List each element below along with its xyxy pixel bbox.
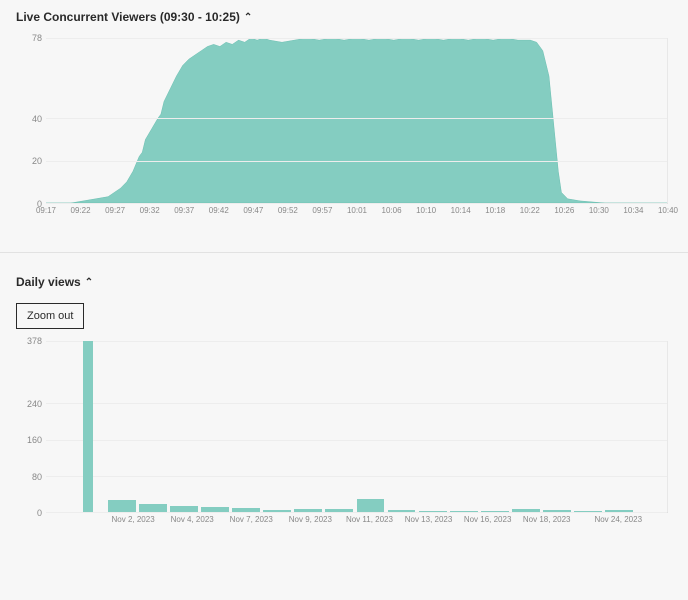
chart2-x-tick: Nov 2, 2023 (112, 515, 155, 524)
chart2-bar (232, 508, 260, 512)
chart1-x-tick: 10:14 (451, 206, 471, 215)
chart1-x-tick: 09:27 (105, 206, 125, 215)
zoom-out-button[interactable]: Zoom out (16, 303, 84, 329)
chart2-x-tick: Nov 16, 2023 (464, 515, 512, 524)
chart2-y-tick: 80 (32, 472, 42, 482)
chart2-x-tick: Nov 18, 2023 (523, 515, 571, 524)
chart2-bar (543, 510, 571, 512)
chart1-y-tick: 78 (32, 33, 42, 43)
live-viewers-title: Live Concurrent Viewers (09:30 - 10:25) (16, 10, 240, 24)
chart1-x-tick: 09:17 (36, 206, 56, 215)
chart1-x-tick: 10:18 (485, 206, 505, 215)
chart1-x-tick: 09:52 (278, 206, 298, 215)
chart1-x-tick: 10:22 (520, 206, 540, 215)
chart2-bar (108, 500, 136, 512)
chart1-gridline (46, 161, 667, 162)
daily-views-title-row[interactable]: Daily views ⌃ (16, 275, 672, 289)
chart1-x-tick: 10:06 (382, 206, 402, 215)
chart2-bar (139, 504, 167, 512)
chart2-gridline (46, 440, 667, 441)
chart2-gridline (46, 512, 667, 513)
daily-views-panel: Daily views ⌃ Zoom out 0 80 160 240 378 Nov … (0, 253, 688, 539)
chart1-y-tick: 40 (32, 114, 42, 124)
chart2-gridline (46, 341, 667, 342)
chart2-bar (263, 510, 291, 512)
chart1-x-tick: 09:47 (243, 206, 263, 215)
chart1-gridline (46, 203, 667, 204)
chart1-x-tick: 10:30 (589, 206, 609, 215)
chart1-x-tick: 10:01 (347, 206, 367, 215)
chart2-y-tick: 160 (27, 435, 42, 445)
chart2-bar (294, 509, 322, 512)
chart2-x-tick: Nov 9, 2023 (289, 515, 332, 524)
live-viewers-chart: 0204078 09:1709:2209:2709:3209:3709:4209… (16, 38, 672, 218)
chart1-x-tick: 10:10 (416, 206, 436, 215)
chart2-y-axis: 080160240378 (16, 341, 44, 513)
chart2-bar (201, 507, 229, 512)
daily-views-chart: 080160240378 Nov 2, 2023Nov 4, 2023Nov 7… (16, 341, 672, 527)
chart2-x-tick: Nov 4, 2023 (171, 515, 214, 524)
chart1-y-tick: 20 (32, 156, 42, 166)
chart2-bar (605, 510, 633, 512)
chart2-bar (170, 506, 198, 512)
chart2-y-tick: 0 (37, 508, 42, 518)
chart1-gridline (46, 118, 667, 119)
chart2-y-tick: 378 (27, 336, 42, 346)
chart1-x-tick: 09:42 (209, 206, 229, 215)
chart2-bar (388, 510, 416, 512)
chart1-x-tick: 09:37 (174, 206, 194, 215)
chart2-bar (419, 511, 447, 512)
chart2-x-tick: Nov 13, 2023 (405, 515, 453, 524)
chart2-y-tick: 240 (27, 399, 42, 409)
chart1-x-tick: 09:22 (71, 206, 91, 215)
chart1-x-tick: 09:32 (140, 206, 160, 215)
chart2-plot (46, 341, 668, 513)
chart1-x-tick: 09:57 (312, 206, 332, 215)
chart2-bar (450, 511, 478, 512)
chart1-gridline (46, 38, 667, 39)
chart2-bar (325, 509, 353, 512)
chart2-gridline (46, 403, 667, 404)
chevron-up-icon: ⌃ (244, 12, 252, 23)
chart2-bar (357, 499, 385, 512)
chart1-x-tick: 10:34 (623, 206, 643, 215)
chart1-y-axis: 0204078 (16, 38, 44, 204)
chart2-bar (512, 509, 540, 512)
chart2-bar (574, 511, 602, 512)
chart2-gridline (46, 476, 667, 477)
chart2-bar (83, 341, 92, 512)
chevron-up-icon: ⌃ (85, 277, 93, 288)
chart1-x-axis: 09:1709:2209:2709:3209:3709:4209:4709:52… (46, 206, 668, 218)
chart2-x-tick: Nov 11, 2023 (346, 515, 393, 524)
chart1-x-tick: 10:26 (554, 206, 574, 215)
live-viewers-panel: Live Concurrent Viewers (09:30 - 10:25) … (0, 0, 688, 230)
chart2-x-tick: Nov 24, 2023 (594, 515, 642, 524)
chart1-area (46, 38, 667, 203)
live-viewers-title-row[interactable]: Live Concurrent Viewers (09:30 - 10:25) … (16, 10, 672, 24)
chart2-bar (481, 511, 509, 512)
chart1-x-tick: 10:40 (658, 206, 678, 215)
chart2-x-tick: Nov 7, 2023 (230, 515, 273, 524)
chart1-plot (46, 38, 668, 204)
chart2-x-axis: Nov 2, 2023 Nov 4, 2023 Nov 7, 2023 Nov 9, … (46, 515, 668, 527)
daily-views-title: Daily views (16, 275, 81, 289)
